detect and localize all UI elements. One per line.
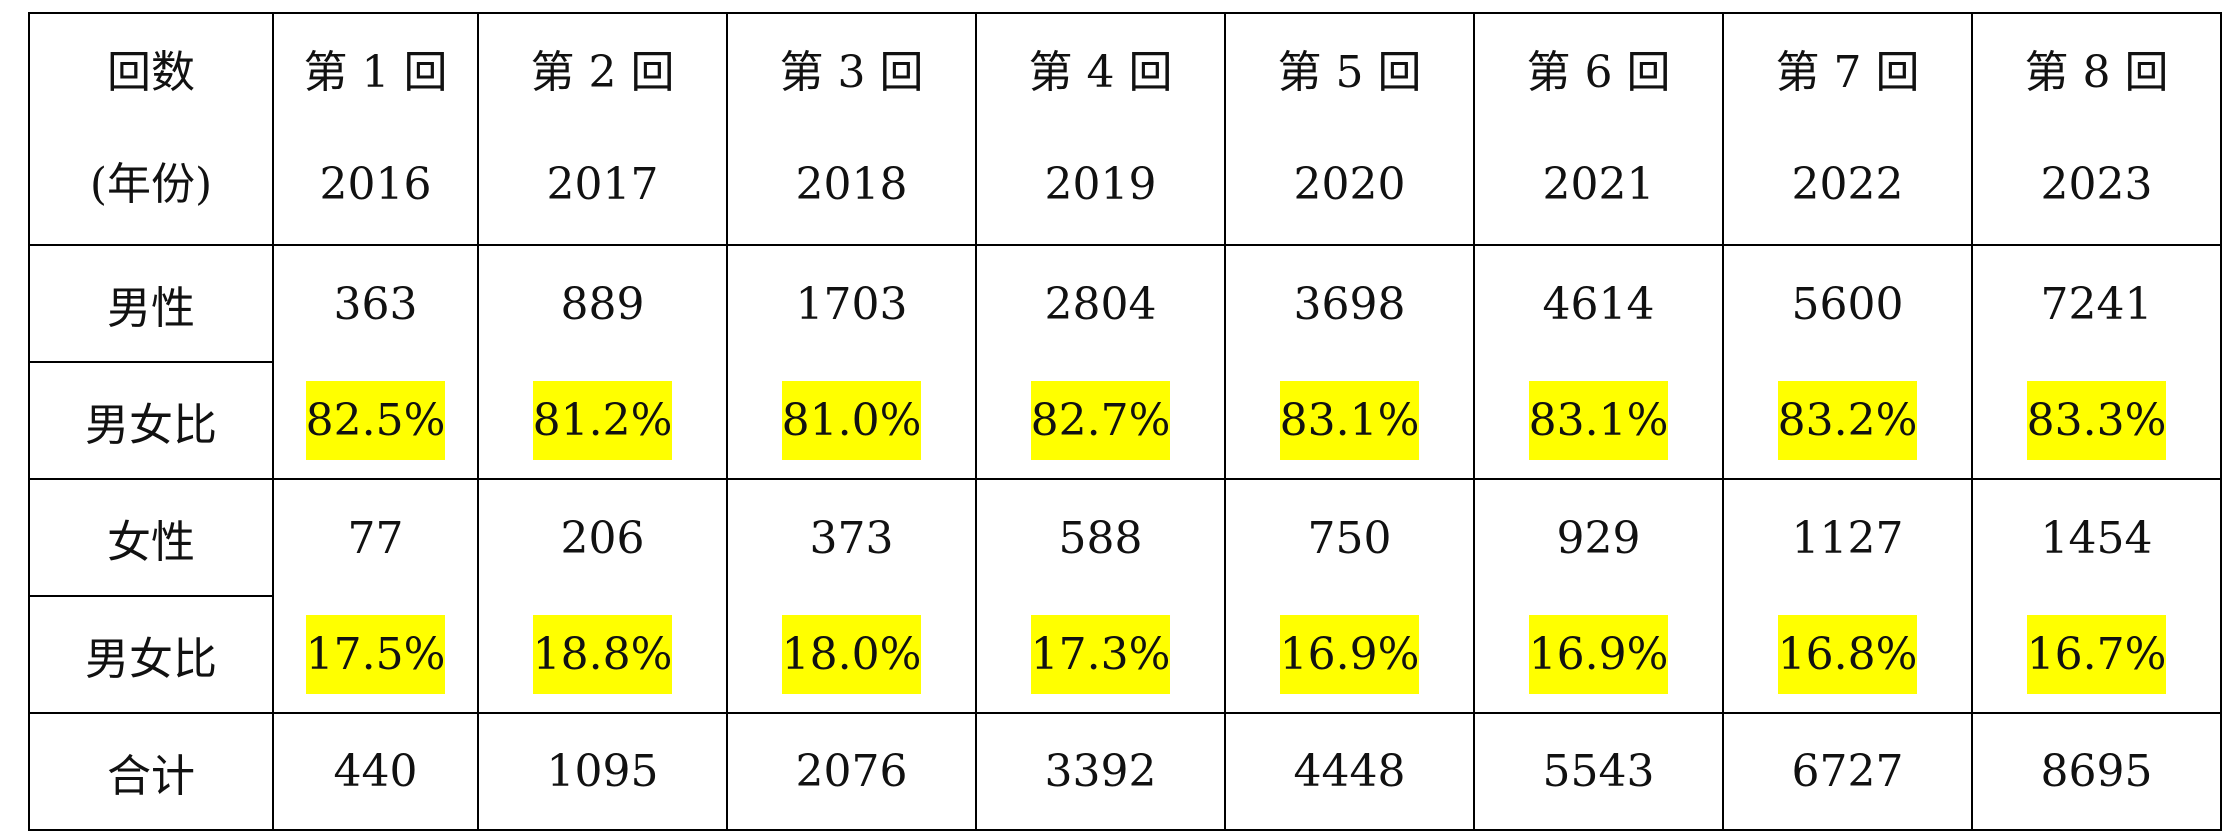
highlighted-ratio: 16.8% (1777, 614, 1918, 694)
row-label: 合计 (28, 712, 274, 831)
highlighted-ratio: 16.7% (2026, 614, 2167, 694)
highlighted-ratio: 83.3% (2026, 380, 2167, 460)
cell: 17.5% (272, 596, 479, 714)
header-line: 第 2 回 (530, 47, 675, 98)
cell: 1703 (726, 244, 977, 362)
cell: 1127 (1722, 478, 1973, 596)
body-row: 男女比 17.5% 18.8% 18.0% 17.3% 16.9% 16.9% 16.8% 16… (28, 595, 2222, 714)
cell: 588 (975, 478, 1226, 596)
cell: 1454 (1971, 478, 2222, 596)
cell: 6727 (1722, 712, 1973, 831)
row-label: 男性 (28, 244, 274, 363)
highlighted-ratio: 83.1% (1528, 380, 1669, 460)
header-cell: 第 6 回 2021 (1473, 12, 1724, 246)
header-line: 2020 (1293, 159, 1406, 210)
header-line: 2018 (795, 159, 908, 210)
header-line: 第 8 回 (2024, 47, 2169, 98)
body-row: 男性 363 889 1703 2804 3698 4614 5600 7241 (28, 244, 2222, 363)
header-line: 第 5 回 (1277, 47, 1422, 98)
row-label: 男女比 (28, 361, 274, 480)
header-line: 第 3 回 (779, 47, 924, 98)
header-cell: 第 4 回 2019 (975, 12, 1226, 246)
cell: 16.7% (1971, 596, 2222, 714)
cell: 363 (272, 244, 479, 362)
header-line: 2016 (319, 159, 432, 210)
cell: 3698 (1224, 244, 1475, 362)
cell: 8695 (1971, 712, 2222, 831)
cell: 5600 (1722, 244, 1973, 362)
cell: 83.1% (1473, 362, 1724, 480)
highlighted-ratio: 81.0% (781, 380, 922, 460)
cell: 82.7% (975, 362, 1226, 480)
cell: 82.5% (272, 362, 479, 480)
highlighted-ratio: 83.2% (1777, 380, 1918, 460)
cell: 81.2% (477, 362, 728, 480)
highlighted-ratio: 18.0% (781, 614, 922, 694)
cell: 750 (1224, 478, 1475, 596)
cell: 4614 (1473, 244, 1724, 362)
highlighted-ratio: 16.9% (1279, 614, 1420, 694)
header-line: 2022 (1791, 159, 1904, 210)
header-line: 第 1 回 (303, 47, 448, 98)
cell: 18.8% (477, 596, 728, 714)
cell: 3392 (975, 712, 1226, 831)
cell: 2804 (975, 244, 1226, 362)
cell: 4448 (1224, 712, 1475, 831)
highlighted-ratio: 16.9% (1528, 614, 1669, 694)
cell: 889 (477, 244, 728, 362)
header-line: 第 7 回 (1775, 47, 1920, 98)
cell: 16.8% (1722, 596, 1973, 714)
cell: 373 (726, 478, 977, 596)
header-row: 回数 (年份) 第 1 回 2016 第 2 回 2017 第 3 回 2018 第 4 回 20… (28, 12, 2222, 246)
cell: 83.1% (1224, 362, 1475, 480)
cell: 81.0% (726, 362, 977, 480)
highlighted-ratio: 17.3% (1030, 614, 1171, 694)
row-label: 男女比 (28, 595, 274, 714)
header-line: 第 4 回 (1028, 47, 1173, 98)
cell: 929 (1473, 478, 1724, 596)
header-cell: 第 5 回 2020 (1224, 12, 1475, 246)
header-line: 2023 (2040, 159, 2153, 210)
header-line: 回数 (107, 47, 195, 98)
cell: 77 (272, 478, 479, 596)
header-line: (年份) (89, 159, 213, 210)
header-line: 第 6 回 (1526, 47, 1671, 98)
cell: 7241 (1971, 244, 2222, 362)
data-table: 回数 (年份) 第 1 回 2016 第 2 回 2017 第 3 回 2018 第 4 回 20… (28, 12, 2222, 831)
highlighted-ratio: 82.5% (305, 380, 446, 460)
highlighted-ratio: 82.7% (1030, 380, 1171, 460)
table-body: 回数 (年份) 第 1 回 2016 第 2 回 2017 第 3 回 2018 第 4 回 20… (28, 12, 2222, 831)
cell: 16.9% (1473, 596, 1724, 714)
cell: 440 (272, 712, 479, 831)
header-cell: 第 1 回 2016 (272, 12, 479, 246)
highlighted-ratio: 17.5% (305, 614, 446, 694)
highlighted-ratio: 83.1% (1279, 380, 1420, 460)
header-line: 2021 (1542, 159, 1655, 210)
header-cell: 第 8 回 2023 (1971, 12, 2222, 246)
header-cell: 第 2 回 2017 (477, 12, 728, 246)
highlighted-ratio: 18.8% (532, 614, 673, 694)
header-line: 2019 (1044, 159, 1157, 210)
cell: 17.3% (975, 596, 1226, 714)
header-cell: 第 7 回 2022 (1722, 12, 1973, 246)
cell: 206 (477, 478, 728, 596)
body-row: 男女比 82.5% 81.2% 81.0% 82.7% 83.1% 83.1% 83.2% 83… (28, 361, 2222, 480)
highlighted-ratio: 81.2% (532, 380, 673, 460)
body-row: 合计 440 1095 2076 3392 4448 5543 6727 8695 (28, 712, 2222, 831)
body-row: 女性 77 206 373 588 750 929 1127 1454 (28, 478, 2222, 597)
cell: 83.3% (1971, 362, 2222, 480)
header-cell: 回数 (年份) (28, 12, 274, 246)
cell: 83.2% (1722, 362, 1973, 480)
cell: 5543 (1473, 712, 1724, 831)
cell: 18.0% (726, 596, 977, 714)
cell: 2076 (726, 712, 977, 831)
header-cell: 第 3 回 2018 (726, 12, 977, 246)
row-label: 女性 (28, 478, 274, 597)
header-line: 2017 (546, 159, 659, 210)
cell: 1095 (477, 712, 728, 831)
cell: 16.9% (1224, 596, 1475, 714)
